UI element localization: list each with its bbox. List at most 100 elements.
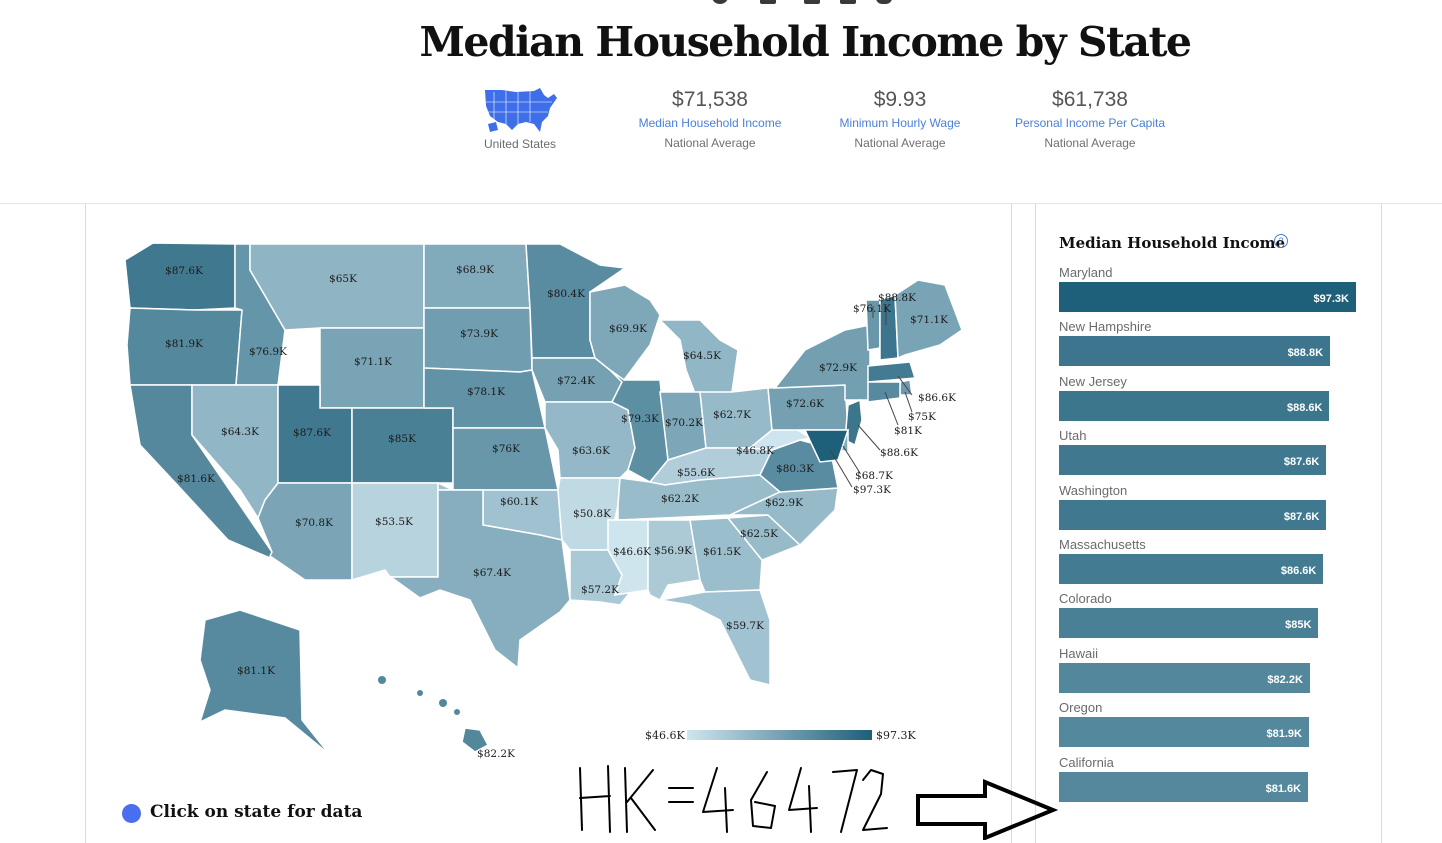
- hint-dot-icon: [122, 804, 141, 823]
- state-value-label-nm: $53.5K: [375, 516, 413, 528]
- state-value-label-me: $71.1K: [910, 314, 948, 326]
- state-value-label-al: $56.9K: [654, 545, 692, 557]
- ranking-bar: $88.6K: [1059, 390, 1330, 421]
- ranking-bar: $85K: [1059, 608, 1319, 639]
- facebook-icon[interactable]: [712, 0, 728, 4]
- linkedin-icon[interactable]: [840, 0, 856, 4]
- stat-value: $71,538: [672, 88, 748, 111]
- state-value-label-az: $70.8K: [295, 517, 333, 529]
- state-value-label-la: $57.2K: [581, 584, 619, 596]
- ranking-state-name: New Jersey: [1059, 373, 1127, 389]
- ranking-row[interactable]: Hawaii $82.2K: [1059, 646, 1359, 693]
- state-value-label-mn: $80.4K: [547, 288, 585, 300]
- state-ks[interactable]: [452, 427, 559, 491]
- arrow-right-icon: [916, 779, 1059, 840]
- state-value-label-mi: $64.5K: [683, 350, 721, 362]
- state-value-label-mt: $65K: [329, 273, 357, 285]
- state-hi[interactable]: [461, 727, 490, 753]
- stat-median-household-income: $71,538 Median Household Income National…: [615, 88, 805, 150]
- page-title: Median Household Income by State: [419, 18, 1192, 66]
- ranking-row[interactable]: New Jersey $88.6K: [1059, 374, 1359, 421]
- email-icon[interactable]: [804, 0, 820, 4]
- hawaii-island[interactable]: [454, 709, 460, 715]
- state-me[interactable]: [894, 279, 963, 360]
- legend-gradient: [687, 730, 872, 740]
- state-value-label-ar: $50.8K: [573, 508, 611, 520]
- state-md[interactable]: [803, 429, 850, 463]
- state-nd[interactable]: [423, 243, 531, 309]
- region-label: United States: [483, 137, 557, 151]
- ranking-row[interactable]: Washington $87.6K: [1059, 483, 1359, 530]
- state-value-label-oh: $62.7K: [713, 409, 751, 421]
- state-ma[interactable]: [867, 361, 916, 383]
- copy-link-icon[interactable]: [876, 0, 892, 4]
- ranking-state-name: Colorado: [1059, 591, 1112, 607]
- state-ct[interactable]: [867, 381, 901, 403]
- state-value-label-nh: $88.8K: [878, 292, 916, 304]
- hawaii-island[interactable]: [378, 676, 386, 684]
- state-value-label-nv: $64.3K: [221, 426, 259, 438]
- stat-personal-income-per-capita: $61,738 Personal Income Per Capita Natio…: [995, 88, 1185, 150]
- sidebar-title: Median Household Income: [1059, 234, 1286, 252]
- state-value-label-ky: $55.6K: [677, 467, 715, 479]
- ranking-row[interactable]: California $81.6K: [1059, 755, 1359, 802]
- state-fl[interactable]: [659, 589, 771, 686]
- state-value-label-ut: $87.6K: [293, 427, 331, 439]
- state-value-label-ia: $72.4K: [557, 375, 595, 387]
- state-il[interactable]: [609, 369, 669, 483]
- united-states-selector[interactable]: United States: [470, 86, 570, 151]
- state-value-label-de: $68.7K: [855, 470, 893, 482]
- stat-label[interactable]: Minimum Hourly Wage: [839, 116, 961, 130]
- state-value-label-nj: $88.6K: [880, 447, 918, 459]
- state-value-label-ri: $75K: [908, 411, 936, 423]
- state-wy[interactable]: [319, 327, 425, 409]
- state-value-label-tn: $62.2K: [661, 493, 699, 505]
- state-sd[interactable]: [423, 307, 533, 373]
- state-value-label-or: $81.9K: [165, 338, 203, 350]
- state-value-label-ca: $81.6K: [177, 473, 215, 485]
- state-co[interactable]: [351, 407, 454, 484]
- ranking-state-name: Maryland: [1059, 265, 1113, 280]
- ranking-row[interactable]: Oregon $81.9K: [1059, 700, 1359, 748]
- ranking-row[interactable]: Utah $87.6K: [1059, 428, 1359, 476]
- state-value-label-tx: $67.4K: [473, 567, 511, 579]
- state-value-label-il: $79.3K: [621, 413, 659, 425]
- share-icons: [708, 0, 898, 4]
- ranking-bar: $87.6K: [1059, 499, 1327, 530]
- stat-minimum-hourly-wage: $9.93 Minimum Hourly Wage National Avera…: [805, 88, 995, 150]
- ranking-bar: $97.3K: [1059, 282, 1356, 312]
- twitter-icon[interactable]: [760, 0, 776, 4]
- hawaii-island[interactable]: [417, 690, 423, 696]
- leader-line-ma: [897, 375, 913, 396]
- state-value-label-in: $70.2K: [665, 417, 703, 429]
- color-scale-legend: $46.6K $97.3K: [645, 729, 916, 743]
- ranking-row[interactable]: Massachusetts $86.6K: [1059, 537, 1359, 584]
- state-value-label-nc: $62.9K: [765, 497, 803, 509]
- stat-value: $61,738: [1052, 88, 1128, 111]
- state-tx[interactable]: [387, 489, 571, 670]
- stat-sublabel: National Average: [664, 136, 756, 150]
- ranking-state-name: California: [1059, 754, 1114, 770]
- state-value-label-wy: $71.1K: [354, 356, 392, 368]
- ranking-row[interactable]: Colorado $85K: [1059, 591, 1359, 639]
- state-value-label-ks: $76K: [492, 443, 520, 455]
- state-az[interactable]: [257, 482, 353, 581]
- stat-sublabel: National Average: [854, 136, 946, 150]
- ranking-state-name: Utah: [1059, 428, 1087, 444]
- state-ak[interactable]: [198, 609, 331, 756]
- ranking-state-name: New Hampshire: [1059, 319, 1152, 335]
- state-wi[interactable]: [589, 284, 661, 382]
- hawaii-island[interactable]: [439, 699, 447, 707]
- state-ny[interactable]: [773, 324, 871, 401]
- ranking-row[interactable]: Maryland $97.3K: [1059, 265, 1359, 312]
- stat-label[interactable]: Personal Income Per Capita: [1014, 116, 1166, 130]
- state-value-label-fl: $59.7K: [726, 620, 764, 632]
- ranking-bar: $82.2K: [1059, 662, 1310, 693]
- stat-label[interactable]: Median Household Income: [638, 116, 782, 130]
- ranking-row[interactable]: New Hampshire $88.8K: [1059, 319, 1359, 367]
- state-nm[interactable]: [351, 482, 439, 582]
- state-value-label-ny: $72.9K: [819, 362, 857, 374]
- us-map-thumbnail-icon: [485, 88, 557, 132]
- question-circle-icon[interactable]: ?: [1274, 234, 1288, 248]
